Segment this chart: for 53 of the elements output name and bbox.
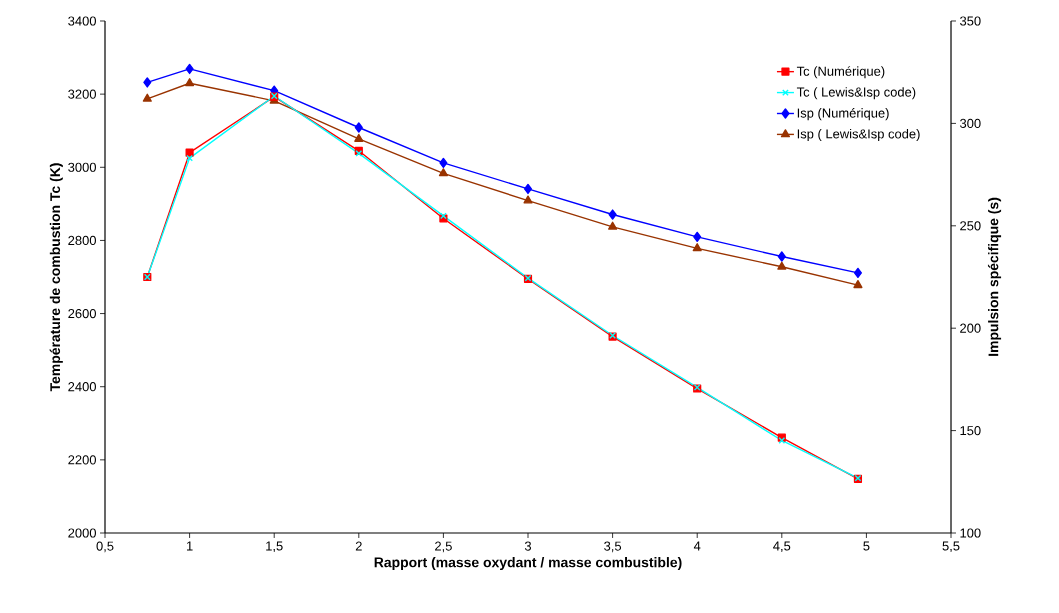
point [853, 267, 863, 279]
legend-label: Isp ( Lewis&Isp code) [797, 128, 920, 142]
point [186, 154, 193, 162]
y-tick-label: 2600 [68, 308, 96, 319]
point [438, 168, 448, 177]
point [523, 183, 533, 195]
point [853, 280, 863, 289]
y-tick-label: 3200 [68, 89, 96, 99]
x-tick-label: 3,5 [604, 541, 622, 553]
point [608, 221, 618, 230]
x-tick-label: 4,5 [773, 541, 791, 553]
point [185, 63, 194, 75]
point [693, 231, 702, 243]
point [142, 93, 152, 102]
point [692, 243, 702, 252]
y-tick-label: 3000 [68, 162, 96, 172]
point [778, 437, 786, 444]
y2-tick-label: 300 [960, 118, 981, 128]
point [608, 209, 617, 220]
point [439, 157, 448, 169]
point [354, 133, 364, 142]
point [354, 122, 363, 133]
x-tick-label: 2,5 [435, 541, 452, 553]
y2-tick-label: 100 [960, 528, 981, 538]
point [777, 251, 786, 262]
point [355, 150, 363, 157]
y-axis-title: Température de combustion Tc (K) [49, 163, 63, 392]
x-tick-label: 5,5 [942, 541, 960, 553]
y-tick-label: 2400 [68, 382, 96, 392]
x-tick-label: 0,5 [96, 541, 114, 553]
y-tick-label: 2800 [68, 235, 96, 246]
y2-tick-label: 200 [960, 323, 981, 333]
y2-tick-label: 350 [960, 16, 981, 26]
y2-tick-label: 150 [960, 426, 981, 436]
y-tick-label: 2000 [68, 528, 96, 538]
x-tick-label: 5 [863, 541, 870, 551]
x-tick-label: 2 [355, 541, 362, 551]
point [185, 78, 195, 87]
y-tick-label: 2200 [68, 455, 96, 465]
x-tick-label: 1 [186, 541, 193, 551]
x-axis-title: Rapport (masse oxydant / masse combustible) [374, 557, 682, 571]
x-tick-label: 1,5 [266, 541, 283, 553]
y2-axis-title: Impulsion spécifique (s) [987, 197, 1002, 356]
x-tick-label: 4 [693, 541, 701, 551]
legend-label: Tc (Numérique) [796, 66, 885, 79]
y-tick-label: 3400 [68, 16, 96, 26]
legend-label: Isp (Numérique) [797, 107, 889, 121]
point [143, 77, 152, 88]
point [523, 195, 533, 204]
legend-label: Tc ( Lewis&Isp code) [796, 87, 916, 100]
point [777, 261, 787, 270]
x-tick-label: 3 [524, 541, 532, 551]
y2-tick-label: 250 [960, 221, 981, 231]
